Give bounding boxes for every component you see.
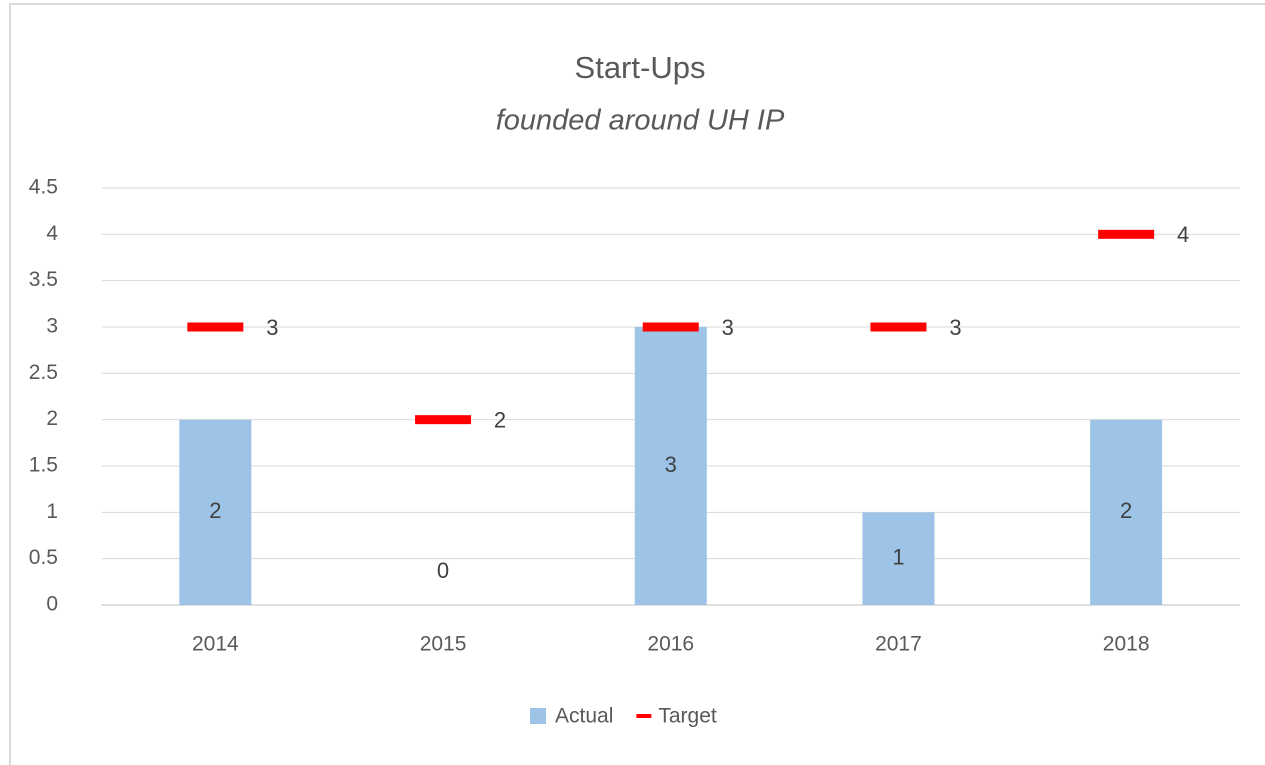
y-tick-label: 3 bbox=[46, 315, 58, 338]
x-tick-label: 2015 bbox=[420, 633, 467, 656]
legend-label: Actual bbox=[555, 705, 613, 728]
bar bbox=[634, 327, 707, 605]
bar bbox=[179, 419, 252, 605]
data-label: 2 bbox=[494, 407, 506, 432]
bar bbox=[1090, 419, 1163, 605]
y-tick-label: 1 bbox=[46, 500, 58, 523]
target-marker bbox=[187, 322, 244, 332]
data-label: 3 bbox=[722, 315, 734, 340]
x-tick-label: 2017 bbox=[875, 633, 922, 656]
y-tick-label: 3.5 bbox=[29, 268, 58, 291]
y-tick-label: 1.5 bbox=[29, 454, 58, 477]
y-tick-label: 2.5 bbox=[29, 361, 58, 384]
legend-label: Target bbox=[658, 705, 717, 728]
y-tick-label: 2 bbox=[46, 407, 58, 430]
x-tick-label: 2018 bbox=[1103, 633, 1150, 656]
x-tick-label: 2016 bbox=[647, 633, 694, 656]
legend-swatch bbox=[636, 714, 652, 718]
data-label: 3 bbox=[266, 315, 278, 340]
target-marker bbox=[1098, 229, 1155, 239]
x-tick-label: 2014 bbox=[192, 633, 239, 656]
chart-subtitle: founded around UH IP bbox=[496, 105, 785, 137]
bar bbox=[862, 512, 935, 605]
y-tick-label: 4.5 bbox=[29, 176, 58, 199]
data-label: 2 bbox=[209, 498, 221, 523]
legend-swatch bbox=[530, 708, 546, 724]
chart-title: Start-Ups bbox=[575, 50, 706, 85]
data-label: 0 bbox=[437, 558, 449, 583]
target-marker bbox=[642, 322, 699, 332]
y-tick-label: 4 bbox=[46, 222, 58, 245]
y-tick-label: 0 bbox=[46, 593, 58, 616]
data-label: 2 bbox=[1120, 498, 1132, 523]
target-marker bbox=[870, 322, 927, 332]
data-label: 4 bbox=[1177, 222, 1189, 247]
data-label: 3 bbox=[949, 315, 961, 340]
data-label: 3 bbox=[665, 452, 677, 477]
data-label: 1 bbox=[892, 544, 904, 569]
y-tick-label: 0.5 bbox=[29, 546, 58, 569]
target-marker bbox=[415, 415, 472, 425]
